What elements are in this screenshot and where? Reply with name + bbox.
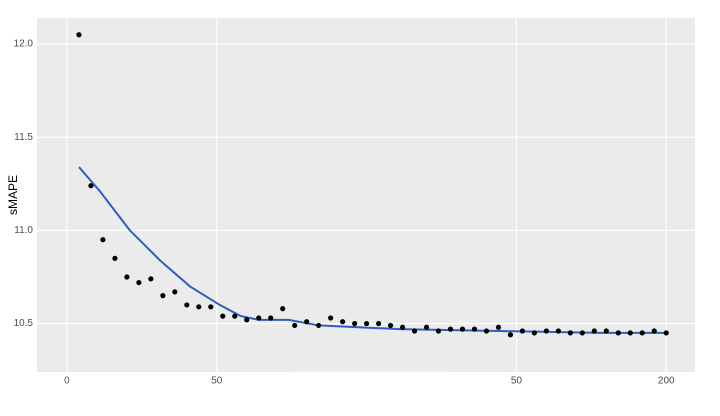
point [160,293,166,299]
point [639,330,645,336]
point [124,274,130,280]
point [304,319,310,325]
point [387,322,394,329]
x-tick-label: 50 [511,376,523,387]
x-tick-label: 200 [658,376,675,387]
point [483,328,490,334]
y-tick-label: 10.5 [14,318,34,329]
point [603,328,609,334]
point [459,326,466,332]
point [328,315,334,321]
point [423,324,430,330]
point [447,326,454,332]
smooth-line [78,166,667,334]
point [268,315,274,321]
point [244,317,250,323]
point [375,320,382,327]
point [651,328,657,334]
point [88,183,94,189]
point [507,332,514,338]
point [399,324,406,330]
point [411,328,418,334]
point [136,279,142,286]
point [435,328,442,334]
y-axis-label: sMAPE [6,175,20,215]
point [232,313,238,319]
point [579,330,585,336]
point [220,313,226,319]
point [555,328,561,334]
y-tick-label: 12.0 [14,39,34,50]
point [280,306,286,312]
x-tick-label: 50 [211,376,223,387]
point [148,276,154,282]
point [471,326,478,332]
point [316,322,322,329]
point [543,328,549,334]
point [172,289,178,295]
point [495,324,502,330]
point [615,330,621,336]
point [531,330,537,336]
y-tick-label: 11.5 [14,132,33,143]
point [292,322,298,329]
panel [37,18,695,372]
point [256,315,262,321]
y-tick-label: 11.0 [14,225,33,236]
point [208,304,214,310]
point [363,320,370,327]
point [352,320,358,327]
point [591,328,597,334]
point [627,330,633,336]
point [196,304,202,310]
point [519,328,526,334]
point [112,255,118,261]
point [100,237,106,243]
point [567,330,573,336]
point [76,32,82,38]
x-tick-label: 0 [64,376,70,387]
point [340,319,346,325]
point [663,330,669,336]
blur-overlay [235,374,505,398]
point [184,302,190,308]
